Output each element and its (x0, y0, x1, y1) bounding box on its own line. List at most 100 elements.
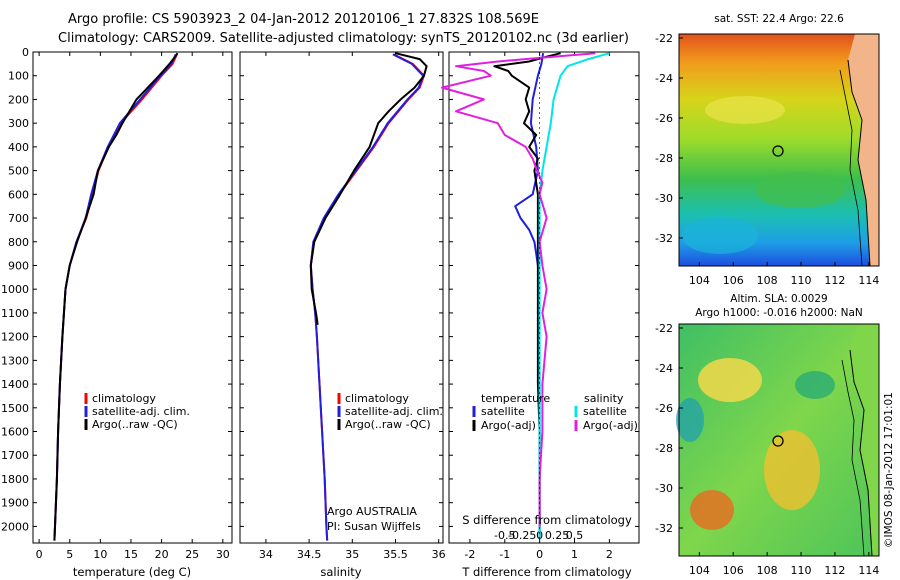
x-tick-label: -1 (499, 548, 510, 561)
x-tick-label: 25 (185, 548, 199, 561)
map-y-tick-label: -26 (655, 112, 673, 125)
sla-map-title-line1: Altim. SLA: 0.0029 (730, 293, 827, 305)
difference-panel: -2 -1 0 1 2-0.5-0.25 0 0.250.5 (441, 51, 639, 561)
depth-tick-label: 100 (8, 70, 29, 83)
legend-label-climatology: climatology (345, 392, 409, 405)
depth-tick-label: 800 (8, 236, 29, 249)
sst-map-frame (678, 33, 880, 267)
sst-mid-patch (755, 172, 845, 208)
bathymetry-contour (839, 69, 863, 267)
x-tick-label: 0 (36, 548, 43, 561)
legend-label-t-satellite: satellite (481, 405, 525, 418)
map-x-tick-label: 112 (824, 564, 845, 577)
x-tick-label: 0 (536, 548, 543, 561)
legend-label-satellite: satellite-adj. clim. (92, 405, 190, 418)
sla-map-title-line2: Argo h1000: -0.016 h2000: NaN (695, 307, 863, 319)
series-line (493, 52, 561, 539)
depth-tick-label: 200 (8, 93, 29, 106)
legend-label-s-argo: Argo(-adj) (583, 419, 638, 432)
temperature-panel-frame (32, 51, 233, 544)
x-tick-label-top: -0.25 (508, 529, 536, 542)
x-tick-label: 2 (606, 548, 613, 561)
figure-title-line2: Climatology: CARS2009. Satellite-adjuste… (58, 31, 629, 46)
sst-cool-patch (682, 218, 758, 254)
australia-landmass (850, 324, 879, 556)
series-line (53, 53, 177, 541)
depth-tick-label: 1500 (1, 402, 29, 415)
australia-landmass (848, 34, 879, 266)
x-tick-label: 30 (216, 548, 230, 561)
map-x-tick-label: 106 (723, 274, 744, 287)
temperature-legend: climatology satellite-adj. clim. Argo(..… (84, 392, 190, 431)
legend-label-satellite: satellite-adj. clim. (345, 405, 443, 418)
sla-low-patch (676, 398, 704, 442)
salinity-panel: 34 34.5 35 35.5 36 (240, 51, 446, 561)
x-tick-label: 34.5 (297, 548, 322, 561)
legend-label-argo: Argo(..raw -QC) (345, 418, 431, 431)
sla-low-patch (795, 371, 835, 399)
legend-heading-salinity: salinity (584, 392, 624, 405)
depth-tick-label: 0 (22, 46, 29, 59)
series-line (538, 52, 610, 539)
sla-map-axes: 104 106 108 110 112 114 -22 -24 -26 -28 -30 -32 (655, 322, 879, 577)
salinity-legend: climatology satellite-adj. clim. Argo(..… (337, 392, 443, 431)
legend-label-argo: Argo(..raw -QC) (92, 418, 178, 431)
t-difference-axis-label: T difference from climatology (461, 565, 632, 579)
sst-warm-patch (705, 96, 785, 124)
depth-tick-label: 700 (8, 212, 29, 225)
map-y-tick-label: -32 (655, 232, 673, 245)
argo-program-label: Argo AUSTRALIA (327, 505, 417, 518)
temperature-axis-label: temperature (deg C) (73, 565, 191, 579)
legend-heading-temperature: temperature (481, 392, 550, 405)
bathymetry-contour (841, 359, 865, 557)
x-tick-label: -2 (464, 548, 475, 561)
difference-panel-frame (448, 51, 640, 544)
x-tick-label: 35 (345, 548, 359, 561)
x-tick-label: 34 (259, 548, 273, 561)
salinity-axis-label: salinity (320, 565, 361, 579)
map-y-tick-label: -32 (655, 522, 673, 535)
depth-tick-label: 1000 (1, 283, 29, 296)
sla-high-patch (690, 490, 734, 530)
salinity-panel-frame (239, 51, 444, 544)
depth-tick-label: 1300 (1, 354, 29, 367)
map-y-tick-label: -22 (655, 322, 673, 335)
coastline (847, 59, 871, 267)
map-y-tick-label: -24 (655, 362, 673, 375)
map-y-tick-label: -30 (655, 482, 673, 495)
legend-label-t-argo: Argo(-adj) (481, 419, 536, 432)
map-x-tick-label: 110 (791, 274, 812, 287)
x-tick-label: 20 (155, 548, 169, 561)
series-line (53, 53, 178, 541)
depth-tick-label: 500 (8, 165, 29, 178)
map-y-tick-label: -30 (655, 192, 673, 205)
map-x-tick-label: 108 (757, 274, 778, 287)
depth-axis: 0 100 200 300 400 500 600 700 800 900 1000 1100 1200… (1, 46, 29, 533)
map-y-tick-label: -28 (655, 442, 673, 455)
argo-float-marker (772, 145, 784, 157)
depth-tick-label: 1100 (1, 307, 29, 320)
series-line (309, 53, 425, 541)
map-x-tick-label: 112 (824, 274, 845, 287)
map-x-tick-label: 114 (858, 564, 879, 577)
legend-label-climatology: climatology (92, 392, 156, 405)
imos-credit: ©IMOS 08-Jan-2012 17:01:01 (883, 392, 895, 548)
depth-tick-label: 1200 (1, 331, 29, 344)
argo-pi-label: PI: Susan Wijffels (327, 520, 421, 533)
figure-title-line1: Argo profile: CS 5903923_2 04-Jan-2012 2… (68, 12, 539, 27)
x-tick-label: 36 (432, 548, 446, 561)
depth-tick-label: 2000 (1, 520, 29, 533)
x-tick-label-top: 0.25 (545, 529, 570, 542)
series-line (309, 53, 425, 541)
map-x-tick-label: 110 (791, 564, 812, 577)
x-tick-label: 15 (124, 548, 138, 561)
map-x-tick-label: 108 (757, 564, 778, 577)
sst-map-title: sat. SST: 22.4 Argo: 22.6 (714, 13, 844, 25)
map-y-tick-label: -24 (655, 72, 673, 85)
argo-float-marker (772, 435, 784, 447)
depth-tick-label: 1400 (1, 378, 29, 391)
map-y-tick-label: -26 (655, 402, 673, 415)
depth-tick-label: 400 (8, 141, 29, 154)
depth-tick-label: 900 (8, 259, 29, 272)
